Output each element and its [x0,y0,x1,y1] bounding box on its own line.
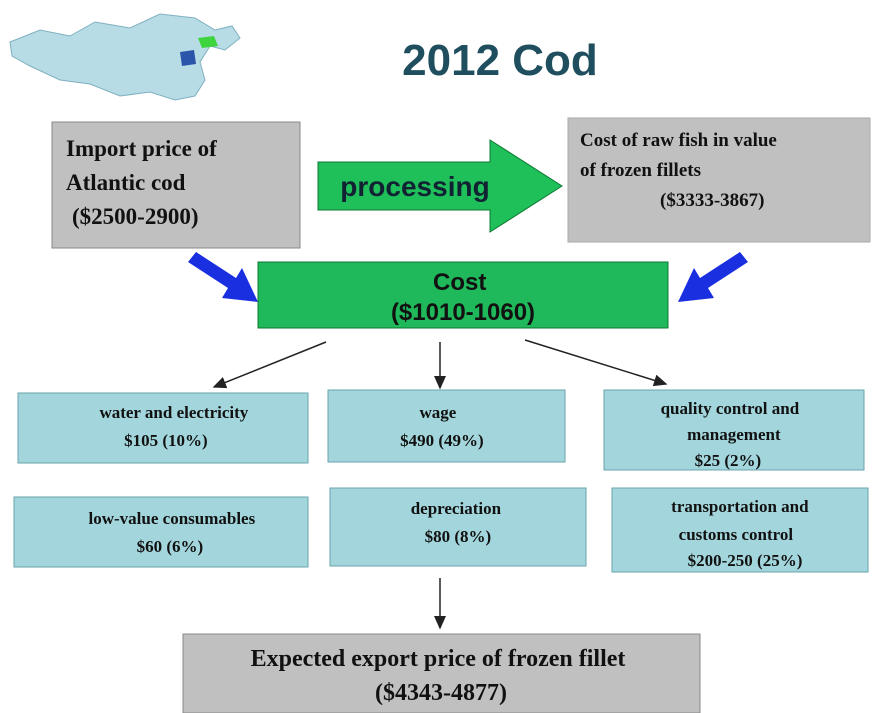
box [257,261,669,329]
text-line: of frozen fillets [580,160,701,181]
text-line: depreciation [411,499,502,518]
box-text: Cost ($1010-1060) [391,269,535,326]
text-line: Expected export price of frozen fillet [251,646,626,672]
text-line: ($1010-1060) [391,299,535,326]
cost-boxes [13,389,869,573]
process-arrow [317,139,563,233]
text-line: ($2500-2900) [72,204,198,229]
connectors [212,339,668,630]
box-text: water and electricity $105 (10%) wage $4… [89,399,813,570]
box-text: Cost of raw fish in value of frozen fill… [580,130,782,211]
text-line: $490 (49%) [400,431,484,450]
text-line: $60 (6%) [137,537,204,556]
blue-arrow [188,252,258,302]
text-line: quality control and [661,399,800,418]
text-line: customs control [679,525,794,544]
text-line: transportation and [671,497,809,516]
text-line: ($4343-4877) [375,680,507,706]
text-line: Atlantic cod [66,170,186,195]
box [567,117,871,243]
text-line: management [687,425,781,444]
box-text: Import price of Atlantic cod ($2500-2900… [66,136,223,229]
box [182,633,701,713]
title: 2012 Cod [402,36,598,85]
text-line: wage [419,403,456,422]
text-line: $105 (10%) [124,431,208,450]
text-line: ($3333-3867) [660,190,764,211]
blue-arrow [678,252,748,302]
text-line: $200-250 (25%) [688,551,803,570]
box-text: Expected export price of frozen fillet (… [251,646,632,706]
arrow-label: processing [340,171,489,202]
box [51,121,301,249]
text-line: Cost of raw fish in value [580,130,777,151]
text-line: Cost [433,269,486,296]
text-line: low-value consumables [89,509,256,528]
text-line: $25 (2%) [695,451,762,470]
text-line: Import price of [66,136,217,161]
text-line: water and electricity [99,403,248,422]
map [9,13,241,101]
text-line: $80 (8%) [425,527,492,546]
